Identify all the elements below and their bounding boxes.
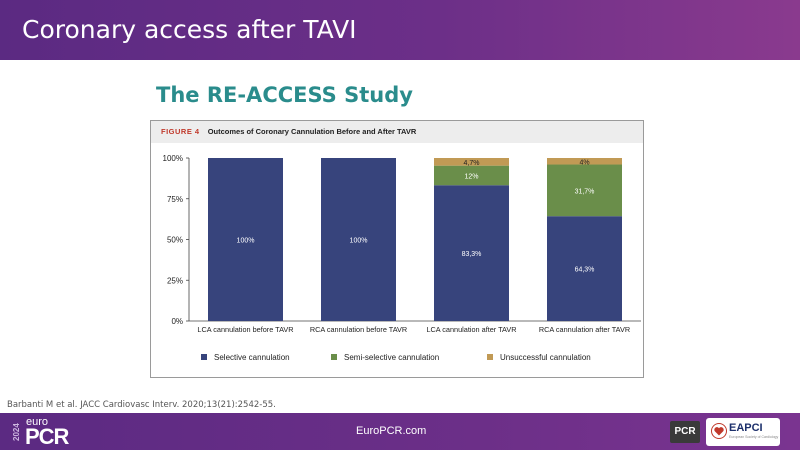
legend-entry: Semi-selective cannulation (344, 353, 439, 362)
logo-euro-text: euro (26, 416, 49, 428)
x-tick-label: RCA cannulation after TAVR (539, 325, 630, 334)
study-title: The RE-ACCESS Study (156, 83, 413, 107)
legend-swatch (331, 354, 337, 360)
bar-segment (547, 216, 622, 321)
figure-caption: Outcomes of Coronary Cannulation Before … (207, 127, 417, 136)
bar-segment (434, 165, 509, 186)
logo-pcr-text: PCR (25, 424, 69, 449)
y-tick-label: 0% (171, 317, 183, 326)
slide-header: Coronary access after TAVI (0, 0, 800, 60)
bar-segment (208, 158, 283, 321)
x-tick-label: LCA cannulation after TAVR (426, 325, 516, 334)
eapci-logo: EAPCI European Society of Cardiology (706, 418, 780, 446)
slide-footer: 2024 euro PCR EuroPCR.com PCR EAPCI Euro… (0, 413, 800, 450)
pcr-badge: PCR (670, 421, 700, 443)
y-tick-label: 25% (167, 276, 183, 285)
eapci-subtitle: European Society of Cardiology (729, 435, 779, 439)
heart-icon (711, 423, 727, 439)
data-label: 100% (237, 238, 255, 245)
data-label: 4,7% (464, 160, 480, 167)
figure-label: FIGURE 4 (161, 127, 200, 136)
x-tick-label: LCA cannulation before TAVR (197, 325, 293, 334)
y-tick-label: 100% (163, 154, 183, 163)
legend-entry: Selective cannulation (214, 353, 290, 362)
bar-segment (321, 158, 396, 321)
bar-segment (547, 164, 622, 217)
data-label: 4% (579, 159, 589, 166)
data-label: 83,3% (462, 251, 482, 258)
data-label: 64,3% (575, 267, 595, 274)
data-label: 100% (350, 238, 368, 245)
legend-swatch (487, 354, 493, 360)
europcr-logo: 2024 euro PCR (12, 415, 82, 449)
data-label: 12% (464, 173, 478, 180)
legend-swatch (201, 354, 207, 360)
bar-segment (547, 158, 622, 165)
x-tick-label: RCA cannulation before TAVR (310, 325, 407, 334)
legend-entry: Unsuccessful cannulation (500, 353, 591, 362)
bar-segment (434, 185, 509, 321)
data-label: 31,7% (575, 188, 595, 195)
logo-year: 2024 (12, 423, 21, 441)
y-tick-label: 50% (167, 236, 183, 245)
stacked-bar-chart: 0% 25% 50% 75% 100% 100% LCA cannulation befor… (163, 154, 641, 362)
bar-segment (434, 158, 509, 166)
figure-panel: FIGURE 4 Outcomes of Coronary Cannulatio… (150, 120, 644, 378)
figure-caption-bar: FIGURE 4 Outcomes of Coronary Cannulatio… (151, 121, 643, 143)
citation: Barbanti M et al. JACC Cardiovasc Interv… (7, 400, 276, 410)
slide-title: Coronary access after TAVI (22, 15, 357, 44)
eapci-name: EAPCI (729, 422, 763, 434)
y-tick-label: 75% (167, 195, 183, 204)
footer-website: EuroPCR.com (356, 425, 427, 437)
